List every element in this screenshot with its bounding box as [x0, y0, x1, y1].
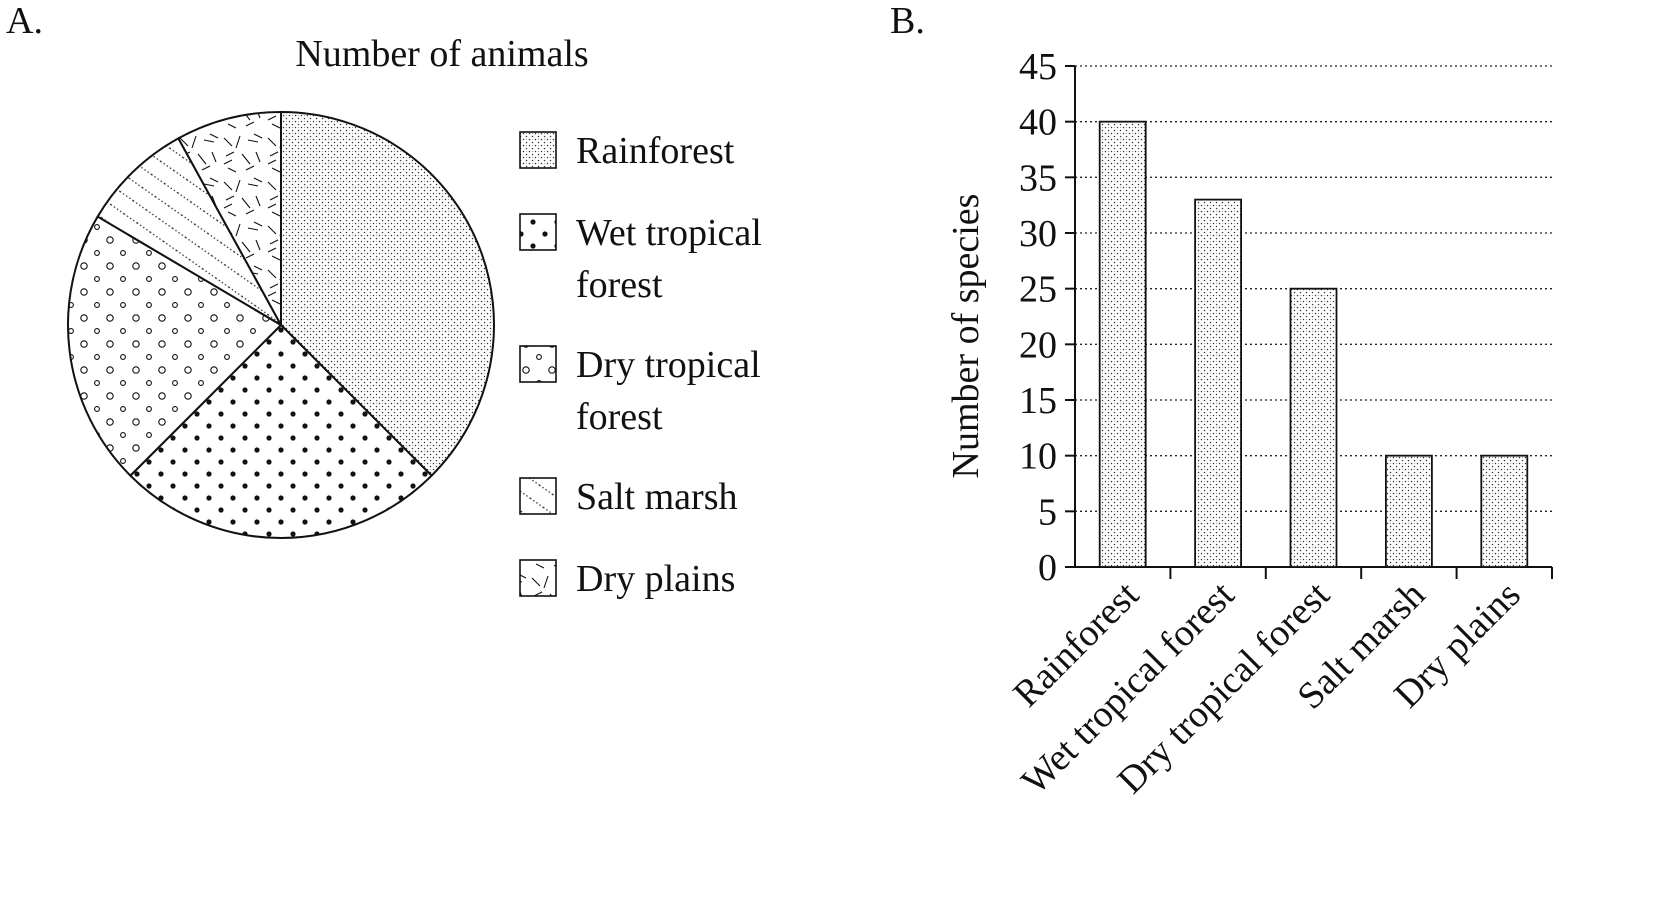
legend-label-dry-tropical-forest-line2: forest	[576, 396, 663, 438]
y-tick-label-15: 15	[1019, 380, 1057, 422]
panel-label-a: A.	[6, 0, 43, 42]
y-tick-label-25: 25	[1019, 269, 1057, 311]
legend-swatch-dry-tropical-forest	[519, 345, 557, 383]
bar-dry-plains	[1480, 454, 1529, 568]
y-tick-label-10: 10	[1019, 436, 1057, 478]
pie-legend: Rainforest Wet tropical forest Dry tropical…	[519, 130, 762, 600]
panel-label-b: B.	[890, 0, 925, 42]
pie-slices	[67, 111, 495, 539]
y-tick-label-5: 5	[1038, 491, 1057, 533]
legend-label-dry-plains: Dry plains	[576, 558, 735, 600]
legend-swatch-salt-marsh	[519, 477, 557, 515]
pie-slice-dry-tropical-forest	[67, 215, 282, 477]
pie-slice-dry-plains	[177, 111, 282, 326]
y-tick-label-30: 30	[1019, 213, 1057, 255]
pie-slice-salt-marsh	[96, 137, 282, 326]
legend-label-rainforest: Rainforest	[576, 130, 735, 172]
y-tick-label-0: 0	[1038, 547, 1057, 589]
legend-label-dry-tropical-forest: Dry tropical	[576, 344, 761, 386]
pie-slice-wet-tropical-forest	[129, 324, 433, 539]
legend-label-salt-marsh: Salt marsh	[576, 476, 737, 518]
pie-slice-rainforest	[280, 111, 495, 477]
legend-swatch-rainforest	[519, 131, 557, 169]
y-axis-label: Number of species	[945, 194, 987, 479]
bar-axes	[1065, 65, 1553, 579]
legend-swatch-dry-plains	[519, 559, 557, 597]
legend-label-wet-tropical-forest-line2: forest	[576, 264, 663, 306]
bar-salt-marsh	[1385, 454, 1433, 568]
y-tick-label-40: 40	[1019, 102, 1057, 144]
y-tick-label-35: 35	[1019, 157, 1057, 199]
pie-title: Number of animals	[295, 33, 588, 75]
bar-rainforest	[1098, 120, 1147, 568]
bar-bars	[1098, 120, 1529, 568]
y-tick-label-20: 20	[1019, 324, 1057, 366]
bar-wet-tropical-forest	[1194, 198, 1242, 568]
legend-label-wet-tropical-forest: Wet tropical	[576, 212, 762, 254]
legend-swatch-wet-tropical-forest	[519, 213, 557, 251]
y-tick-label-45: 45	[1019, 46, 1057, 88]
bar-dry-tropical-forest	[1289, 287, 1338, 568]
